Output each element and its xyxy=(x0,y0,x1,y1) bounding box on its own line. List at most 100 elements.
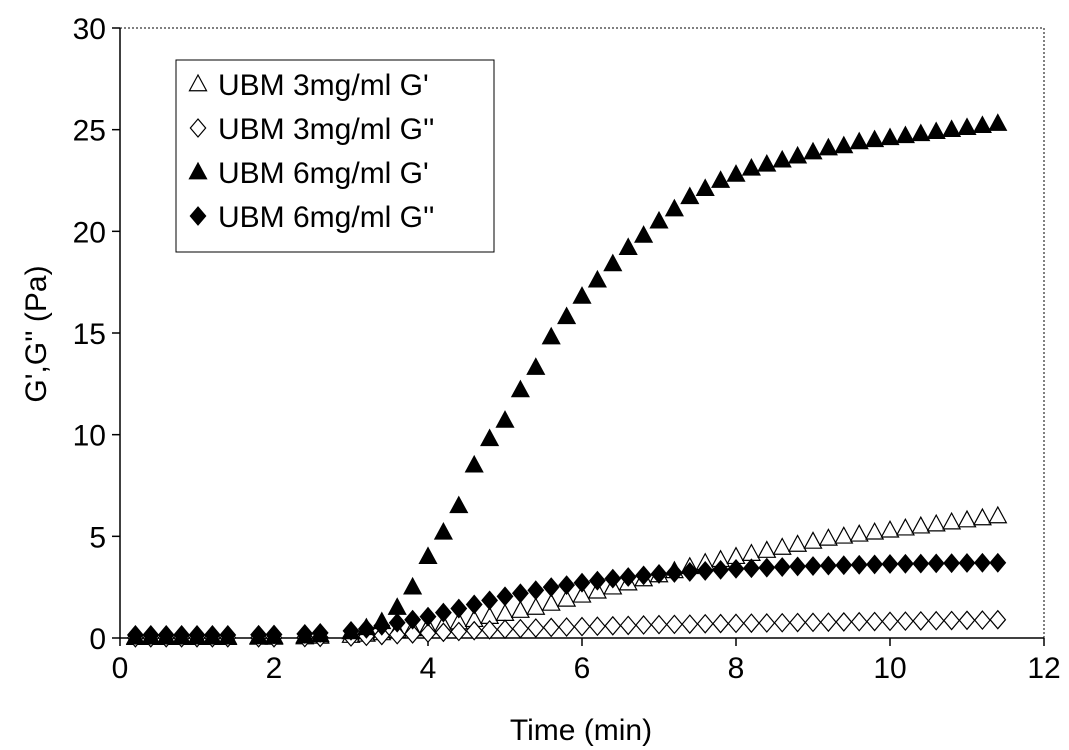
legend: UBM 3mg/ml G' UBM 3mg/ml G'' UBM 6mg/ml G'… xyxy=(175,59,495,253)
data-point xyxy=(773,557,791,577)
data-point xyxy=(803,531,823,549)
data-point xyxy=(650,614,668,635)
data-point xyxy=(449,495,469,514)
axes: 0 2 4 6 8 10 12 0 5 10 15 20 25 30 xyxy=(73,13,1061,685)
data-marks xyxy=(125,113,1008,648)
y-tick-label: 10 xyxy=(73,420,106,453)
data-point xyxy=(373,615,391,636)
data-point xyxy=(788,145,808,164)
data-point xyxy=(943,610,961,631)
data-point xyxy=(434,622,452,643)
data-point xyxy=(834,526,854,544)
y-axis-label: G',G'' (Pa) xyxy=(20,265,53,402)
legend-box xyxy=(175,59,495,253)
data-point xyxy=(681,561,699,582)
data-point xyxy=(419,623,437,644)
data-point xyxy=(896,553,914,574)
data-point xyxy=(942,119,962,138)
legend-label: UBM 6mg/ml G'' xyxy=(218,201,434,234)
data-point xyxy=(250,624,268,645)
data-point xyxy=(712,559,730,580)
data-point xyxy=(635,565,653,586)
data-point xyxy=(772,537,792,555)
data-point xyxy=(850,611,868,632)
legend-marker xyxy=(188,161,208,180)
data-point xyxy=(804,556,822,576)
data-point xyxy=(912,553,930,574)
data-point xyxy=(188,625,206,645)
data-point xyxy=(773,612,791,633)
data-point xyxy=(558,575,576,596)
data-point xyxy=(818,528,838,546)
data-point xyxy=(942,511,962,530)
data-point xyxy=(481,590,499,611)
data-point xyxy=(142,625,160,645)
data-point xyxy=(311,622,329,643)
legend-label: UBM 3mg/ml G' xyxy=(218,69,429,102)
data-point xyxy=(895,125,915,144)
data-point xyxy=(758,613,776,633)
legend-label: UBM 3mg/ml G'' xyxy=(218,113,434,146)
data-point xyxy=(572,286,592,304)
data-point xyxy=(896,611,914,632)
data-point xyxy=(635,615,653,635)
data-point xyxy=(419,606,437,627)
data-point xyxy=(880,127,900,146)
data-point xyxy=(788,534,808,552)
legend-marker xyxy=(189,118,207,138)
x-tick-label: 0 xyxy=(112,652,129,685)
series-4 xyxy=(126,552,1007,645)
data-point xyxy=(450,598,468,619)
data-point xyxy=(604,568,622,589)
data-point xyxy=(587,269,607,288)
x-tick-label: 10 xyxy=(873,652,906,685)
data-point xyxy=(696,613,714,634)
data-point xyxy=(681,614,699,635)
x-tick-label: 12 xyxy=(1027,652,1060,685)
data-point xyxy=(481,619,499,640)
data-point xyxy=(573,572,591,593)
data-point xyxy=(542,617,560,638)
data-point xyxy=(696,560,714,581)
data-point xyxy=(789,612,807,633)
data-point xyxy=(418,546,438,565)
data-point xyxy=(433,522,453,540)
data-point xyxy=(604,615,622,636)
data-point xyxy=(357,618,375,639)
data-point xyxy=(510,379,530,398)
data-point xyxy=(957,509,977,528)
data-point xyxy=(849,524,869,542)
data-point xyxy=(727,558,745,579)
data-point xyxy=(388,612,406,633)
data-point xyxy=(972,507,992,526)
data-point xyxy=(711,170,731,188)
data-point xyxy=(558,617,576,637)
data-point xyxy=(510,600,530,618)
data-point xyxy=(296,624,314,644)
data-point xyxy=(665,563,683,583)
data-point xyxy=(495,410,515,428)
data-point xyxy=(664,198,684,217)
data-point xyxy=(849,131,869,150)
data-point xyxy=(927,610,945,631)
data-point xyxy=(741,543,761,561)
data-point xyxy=(387,597,407,615)
data-point xyxy=(834,135,854,154)
data-point xyxy=(465,594,483,615)
data-point xyxy=(511,583,529,604)
legend-label: UBM 6mg/ml G' xyxy=(218,157,429,190)
data-point xyxy=(726,164,746,182)
data-point xyxy=(819,612,837,633)
data-point xyxy=(573,616,591,637)
y-tick-label: 25 xyxy=(73,115,106,148)
data-point xyxy=(496,586,514,607)
data-point xyxy=(927,553,945,574)
data-point xyxy=(973,552,991,573)
data-point xyxy=(789,556,807,577)
y-tick-label: 20 xyxy=(73,216,106,249)
data-point xyxy=(988,505,1008,524)
data-point xyxy=(619,567,637,587)
data-point xyxy=(972,115,992,133)
data-point xyxy=(203,625,221,645)
